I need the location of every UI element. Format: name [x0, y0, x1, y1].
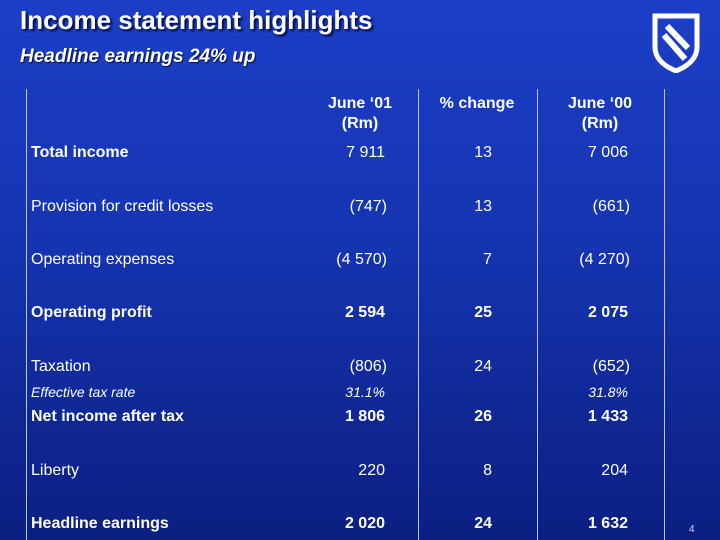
- value-june-00: 31.8%: [588, 384, 628, 400]
- value-percent-change: 25: [474, 304, 492, 321]
- value-june-00: 1 632: [587, 515, 628, 532]
- table-panel: [26, 89, 665, 540]
- row-label: Operating profit: [31, 304, 152, 321]
- value-june-01: 220: [358, 462, 385, 479]
- value-june-00: 204: [601, 462, 628, 479]
- slide-title: Income statement highlights: [20, 5, 373, 35]
- value-percent-change: 24: [474, 358, 492, 375]
- page-number: 4: [689, 524, 695, 535]
- value-percent-change: 13: [474, 198, 492, 215]
- value-june-00: 7 006: [587, 144, 628, 161]
- column-header-percent-change: % change: [439, 95, 515, 112]
- value-june-01: (4 570): [336, 251, 387, 268]
- value-june-00: (661): [592, 198, 630, 215]
- row-label: Net income after tax: [31, 408, 184, 425]
- value-june-00: 2 075: [587, 304, 628, 321]
- value-june-01: (747): [349, 198, 387, 215]
- row-label: Taxation: [31, 358, 91, 375]
- value-june-01: 2 020: [344, 515, 385, 532]
- row-label: Operating expenses: [31, 251, 175, 268]
- value-june-01: 7 911: [346, 144, 385, 161]
- value-percent-change: 26: [474, 408, 492, 425]
- value-june-01: 31.1%: [345, 384, 385, 400]
- value-percent-change: 7: [483, 251, 492, 268]
- value-june-00: 1 433: [587, 408, 628, 425]
- value-june-01: 1 806: [344, 408, 385, 425]
- column-header-june-00: June ‘00 (Rm): [567, 95, 633, 132]
- value-june-00: (652): [592, 358, 630, 375]
- row-label: Provision for credit losses: [31, 198, 214, 215]
- value-percent-change: 8: [483, 462, 492, 479]
- row-label: Headline earnings: [31, 515, 169, 532]
- column-divider: [418, 89, 419, 540]
- value-percent-change: 24: [474, 515, 492, 532]
- value-june-01: 2 594: [344, 304, 385, 321]
- column-header-june-01: June ‘01 (Rm): [327, 95, 393, 132]
- value-june-00: (4 270): [579, 251, 630, 268]
- row-label: Liberty: [31, 462, 80, 479]
- row-label: Total income: [31, 144, 129, 161]
- column-divider: [537, 89, 538, 540]
- slide-subtitle: Headline earnings 24% up: [20, 46, 256, 67]
- value-june-01: (806): [349, 358, 387, 375]
- standard-bank-shield-icon: [652, 13, 700, 73]
- value-percent-change: 13: [474, 144, 492, 161]
- row-label: Effective tax rate: [31, 384, 136, 400]
